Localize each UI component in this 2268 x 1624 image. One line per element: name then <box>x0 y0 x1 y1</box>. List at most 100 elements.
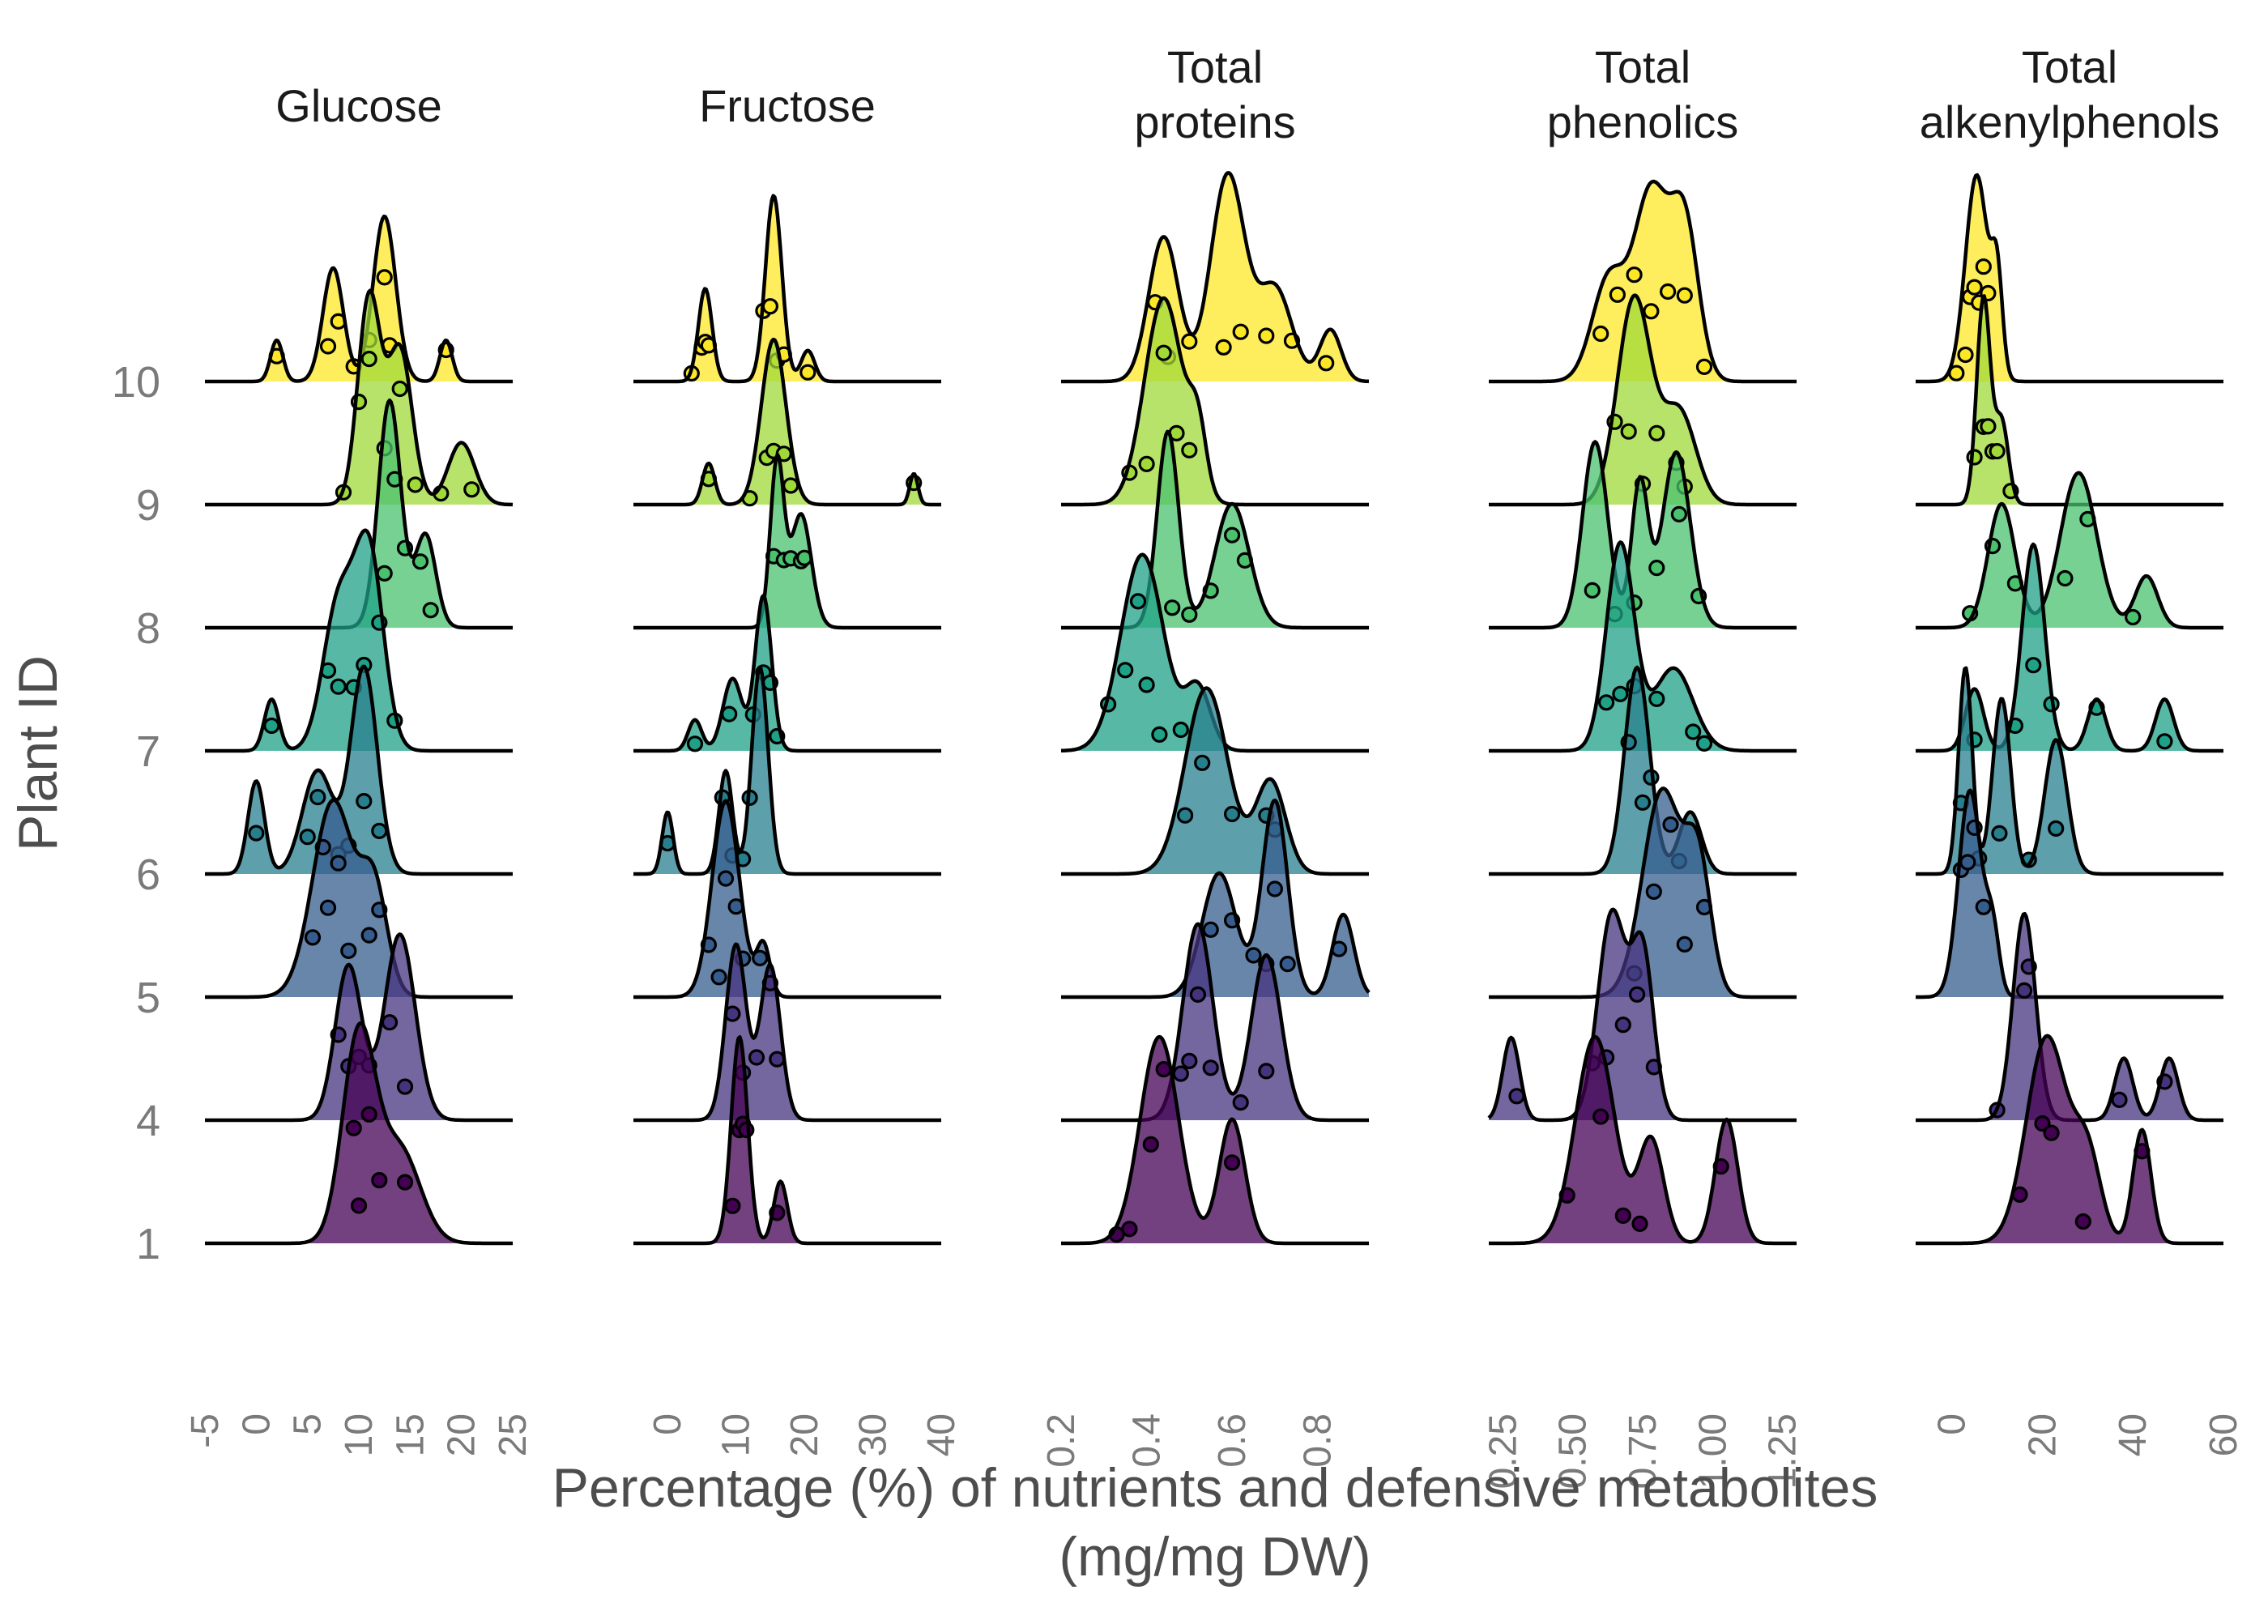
data-point-2-8-0 <box>1164 599 1181 616</box>
facet-title-1-line-0: Fructose <box>699 80 876 131</box>
data-point-2-4-0 <box>1172 1065 1189 1082</box>
facet-title-0-line-0: Glucose <box>275 80 441 131</box>
data-point-4-9-4 <box>1989 442 2006 460</box>
data-point-4-4-3 <box>2111 1091 2128 1109</box>
data-point-2-5-4 <box>1266 880 1284 897</box>
ridge-line-1-1 <box>633 1034 942 1246</box>
facet-title-4-line-1: alkenylphenols <box>1920 96 2219 147</box>
ridge-0-plant-5 <box>204 798 514 1000</box>
data-point-1-5-1 <box>710 969 727 986</box>
x-tick-label-1-2: 20 <box>783 1413 826 1456</box>
ridge-1-plant-10 <box>633 194 942 384</box>
data-point-3-9-1 <box>1620 423 1637 440</box>
data-point-4-1-3 <box>2074 1213 2091 1230</box>
x-tick-label-0-2: 5 <box>287 1413 330 1435</box>
x-tick-label-3-4: 1.25 <box>1762 1413 1805 1489</box>
ridge-line-4-8 <box>1915 471 2224 630</box>
data-point-2-4-2 <box>1189 986 1207 1004</box>
data-point-3-9-3 <box>1648 424 1665 441</box>
data-point-4-10-3 <box>1966 279 1983 296</box>
ridge-fill-3-4 <box>1489 909 1797 1120</box>
x-tick-label-1-0: 0 <box>646 1413 689 1435</box>
data-point-2-4-3 <box>1202 1059 1219 1076</box>
data-point-2-5-0 <box>1202 921 1219 938</box>
data-point-3-10-0 <box>1592 325 1609 343</box>
ridge-fill-1-4 <box>633 944 941 1120</box>
x-tick-label-4-0: 0 <box>1931 1413 1974 1435</box>
ridge-line-2-4 <box>1060 922 1370 1123</box>
data-point-4-8-5 <box>2125 608 2142 626</box>
data-point-0-4-5 <box>396 1078 414 1095</box>
data-point-0-9-5 <box>407 476 424 493</box>
ridge-4-plant-5 <box>1915 788 2224 1000</box>
x-axis-title-line1: Percentage (%) of nutrients and defensiv… <box>552 1457 1878 1519</box>
facet-title-3-line-0: Total <box>1595 41 1690 92</box>
ridge-line-0-9 <box>204 288 514 507</box>
data-point-0-8-0 <box>376 565 393 582</box>
data-point-3-1-1 <box>1592 1108 1609 1125</box>
ridge-fill-1-6 <box>633 667 941 874</box>
y-tick-label-9: 9 <box>136 481 160 530</box>
ridge-line-1-10 <box>633 194 942 384</box>
y-tick-label-4: 4 <box>136 1097 160 1145</box>
ridge-1-plant-8 <box>633 452 942 630</box>
ridge-4-plant-1 <box>1915 1034 2224 1246</box>
data-point-2-1-4 <box>1223 1154 1241 1171</box>
ridge-line-3-1 <box>1488 1034 1797 1246</box>
x-tick-label-3-1: 0.50 <box>1552 1413 1595 1489</box>
ridge-fill-2-6 <box>1061 688 1369 874</box>
data-point-4-5-1 <box>1959 854 1976 871</box>
data-point-3-1-3 <box>1631 1215 1648 1233</box>
data-point-2-4-4 <box>1232 1093 1249 1111</box>
data-point-2-8-3 <box>1223 526 1241 543</box>
x-tick-label-0-0: -5 <box>184 1413 227 1448</box>
y-tick-label-1: 1 <box>136 1220 160 1268</box>
data-point-2-7-5 <box>1172 721 1189 739</box>
data-point-2-10-4 <box>1232 323 1249 340</box>
data-point-3-10-1 <box>1609 286 1626 303</box>
data-point-4-8-3 <box>2057 569 2074 587</box>
data-point-2-9-2 <box>1155 344 1172 361</box>
ridge-line-0-7 <box>204 528 514 753</box>
ridge-2-plant-4 <box>1060 922 1370 1123</box>
ridge-fill-2-10 <box>1061 173 1369 381</box>
data-point-2-9-4 <box>1181 441 1198 459</box>
data-point-3-10-6 <box>1695 358 1713 375</box>
ridge-line-2-10 <box>1060 171 1370 384</box>
ridge-1-plant-6 <box>633 666 942 876</box>
data-point-2-1-1 <box>1121 1221 1138 1238</box>
data-point-2-7-1 <box>1117 662 1134 679</box>
data-point-0-5-4 <box>340 942 357 960</box>
data-point-4-6-4 <box>2048 820 2065 838</box>
data-point-0-1-3 <box>371 1171 388 1189</box>
x-tick-label-0-6: 25 <box>492 1413 535 1456</box>
y-tick-label-6: 6 <box>136 850 160 899</box>
data-point-3-7-5 <box>1695 735 1713 752</box>
data-point-2-7-3 <box>1138 676 1155 693</box>
ridge-fill-0-7 <box>205 530 513 751</box>
ridge-line-4-10 <box>1915 173 2224 384</box>
data-point-0-7-0 <box>263 717 280 735</box>
ridge-fill-4-5 <box>1916 790 2223 997</box>
panel-0: Glucose -5 0 5 10 15 20 25 <box>184 80 535 1456</box>
data-point-1-4-2 <box>748 1049 765 1066</box>
x-tick-label-0-5: 20 <box>441 1413 484 1456</box>
ridge-line-1-7 <box>633 594 942 753</box>
data-point-4-1-2 <box>2043 1124 2060 1141</box>
ridge-line-2-8 <box>1060 429 1370 630</box>
x-tick-label-3-3: 1.00 <box>1691 1413 1734 1489</box>
data-point-0-6-2 <box>309 788 326 806</box>
data-point-1-1-0 <box>724 1197 741 1214</box>
x-tick-label-0-3: 10 <box>338 1413 381 1456</box>
data-point-0-6-5 <box>356 792 373 810</box>
data-point-1-10-5 <box>761 298 779 315</box>
y-tick-label-5: 5 <box>136 974 160 1022</box>
facet-title-2-line-0: Total <box>1167 41 1263 92</box>
ridge-0-plant-6 <box>204 664 514 876</box>
data-point-0-5-2 <box>319 899 337 916</box>
x-tick-label-4-1: 20 <box>2021 1413 2064 1456</box>
